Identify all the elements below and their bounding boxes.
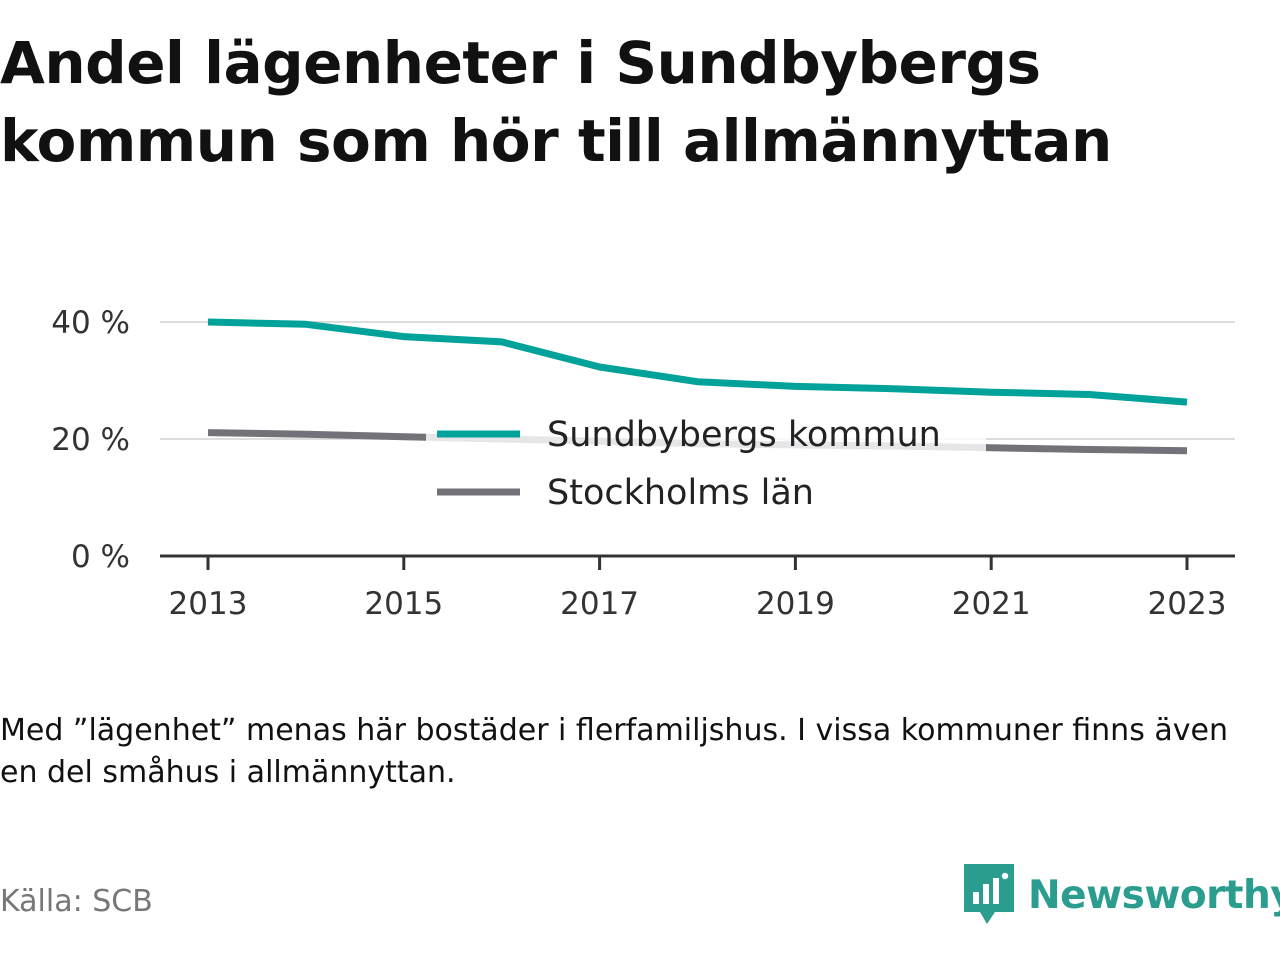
source-label: Källa: SCB bbox=[0, 884, 153, 919]
newsworthy-logo: Newsworthy bbox=[964, 864, 1280, 926]
x-tick-label: 2021 bbox=[952, 586, 1031, 622]
legend-label: Sundbybergs kommun bbox=[547, 415, 941, 455]
y-tick-label: 40 % bbox=[51, 305, 130, 341]
legend-label: Stockholms län bbox=[547, 473, 814, 513]
x-tick-label: 2013 bbox=[169, 586, 248, 622]
x-tick-label: 2023 bbox=[1148, 586, 1227, 622]
series-line bbox=[207, 318, 1188, 406]
chart-note: Med ”lägenhet” menas här bostäder i fler… bbox=[0, 713, 1228, 790]
x-tick-label: 2019 bbox=[756, 586, 835, 622]
legend: Sundbybergs kommun Stockholms län bbox=[426, 412, 986, 530]
chart-title: Andel lägenheter i Sundbybergs kommun so… bbox=[0, 29, 1112, 175]
line-chart: Sundbybergs kommun Stockholms län 0 % 20 %… bbox=[51, 305, 1235, 622]
y-tick-label: 20 % bbox=[51, 422, 130, 458]
bar-chart-speech-bubble-icon bbox=[964, 864, 1014, 924]
axes: 0 % 20 % 40 % 2013 2015 2017 2019 2021 2023 bbox=[51, 305, 1235, 622]
x-tick-label: 2015 bbox=[364, 586, 443, 622]
x-tick-label: 2017 bbox=[560, 586, 639, 622]
y-tick-label: 0 % bbox=[71, 539, 130, 575]
brand-name: Newsworthy bbox=[1028, 872, 1280, 918]
